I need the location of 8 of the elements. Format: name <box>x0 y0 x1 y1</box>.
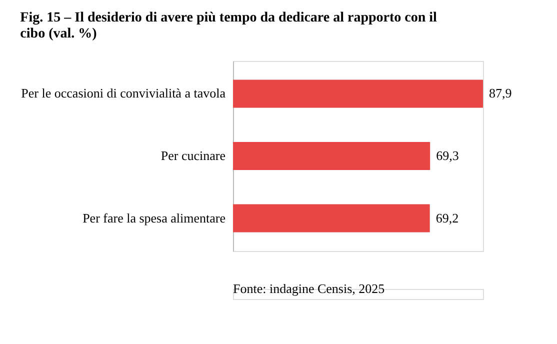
y-tick-label: Per fare la spesa alimentare <box>82 210 226 226</box>
chart-title: Fig. 15 – Il desiderio di avere più tempo da dedicare al rapporto con il cibo (val. %) <box>20 10 438 42</box>
data-label: 69,2 <box>436 210 459 226</box>
source-note: Fonte: indagine Censis, 2025 <box>233 281 385 296</box>
data-label: 69,3 <box>436 148 459 163</box>
y-tick-label: Per cucinare <box>160 148 226 163</box>
data-label: 87,9 <box>489 86 512 101</box>
y-tick-label: Per le occasioni di convivialità a tavola <box>21 86 226 101</box>
